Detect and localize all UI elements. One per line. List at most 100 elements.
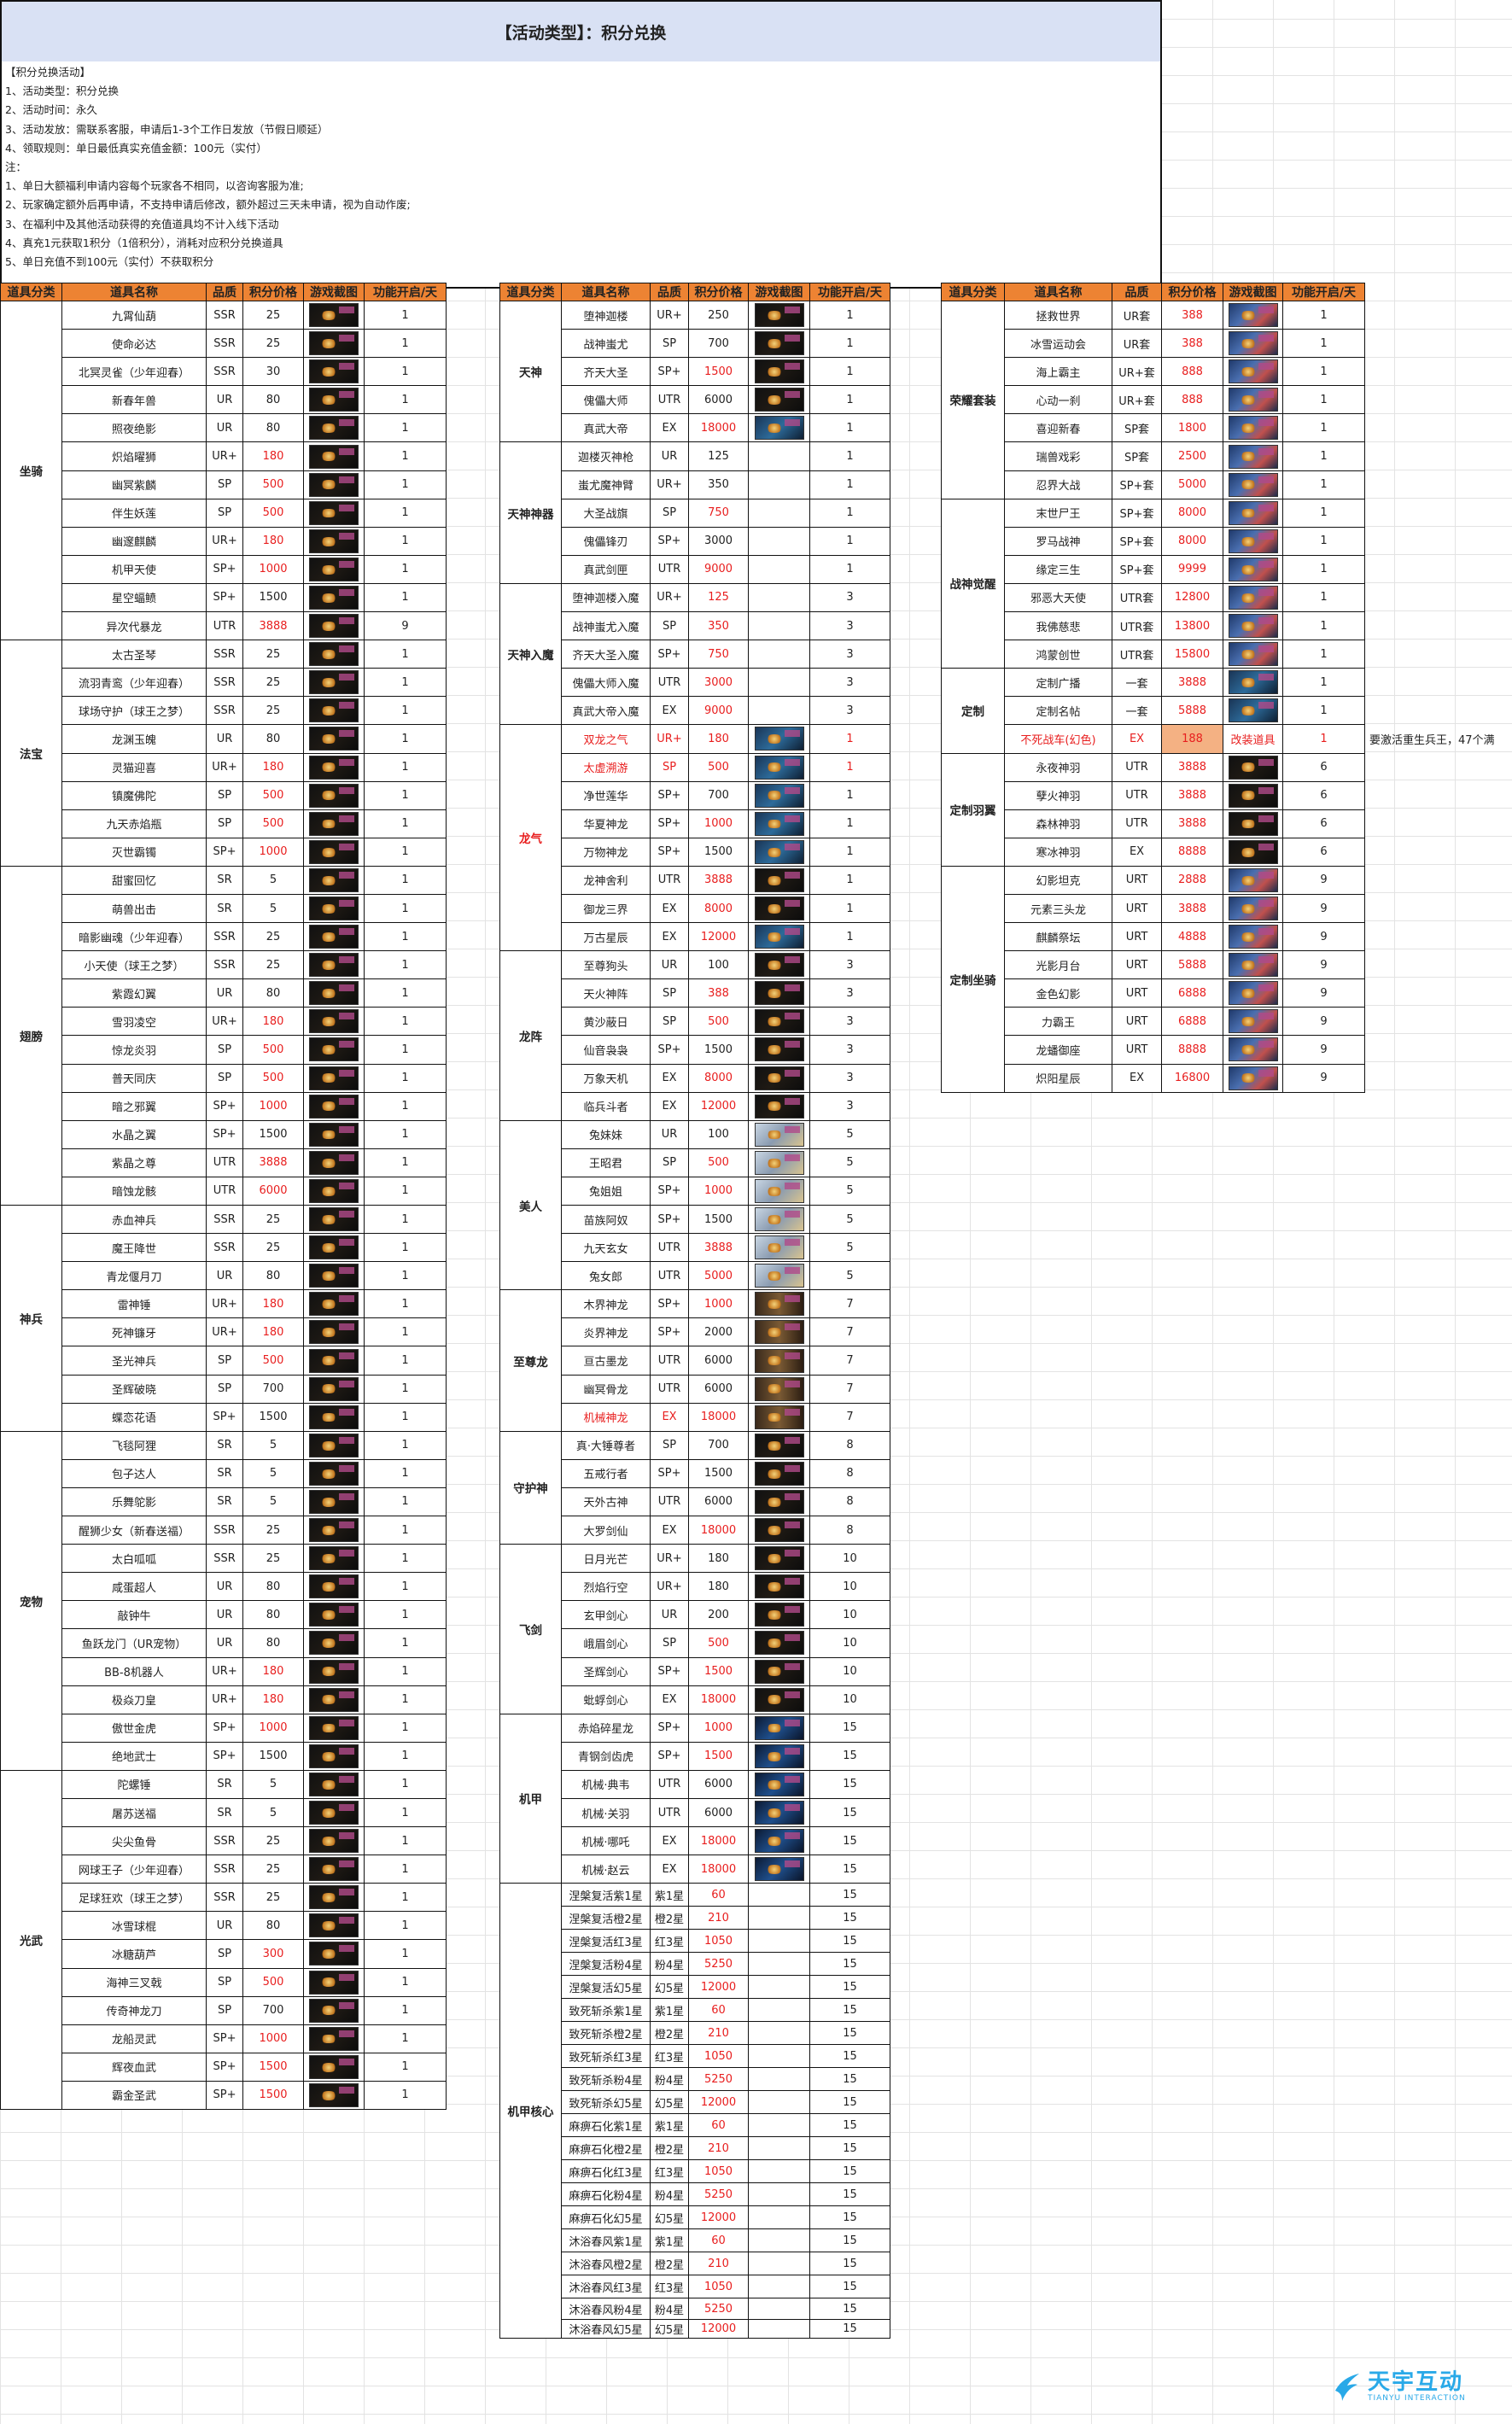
- item-unlock-days: 1: [364, 1261, 447, 1291]
- item-name: 忍界大战: [1004, 470, 1112, 499]
- screenshot-thumbnail: [1228, 670, 1278, 695]
- item-unlock-days: 1: [364, 1995, 447, 2025]
- item-screenshot: [303, 668, 365, 698]
- table-row: 龙神舍利 UTR 3888 1: [500, 865, 890, 895]
- table-row: 龙船灵武 SP+ 1000 1: [1, 2024, 447, 2053]
- item-quality: UR+: [206, 752, 243, 782]
- item-unlock-days: 1: [364, 1458, 447, 1488]
- item-name: 沐浴春风红3星: [561, 2275, 651, 2299]
- item-quality: SP套: [1112, 413, 1162, 443]
- column-header: 道具分类: [0, 283, 62, 301]
- item-unlock-days: 1: [364, 413, 447, 443]
- item-screenshot: [748, 1998, 810, 2023]
- item-quality: 幻5星: [650, 1975, 689, 2000]
- table-row: 战神蚩尤 SP 700 1: [500, 329, 890, 359]
- item-unlock-days: 15: [809, 1975, 890, 2000]
- screenshot-thumbnail: [754, 867, 804, 892]
- item-screenshot: [303, 1148, 365, 1177]
- item-unlock-days: 9: [1282, 1035, 1365, 1065]
- item-name: 乐舞鸵影: [61, 1487, 207, 1517]
- table-row: 力霸王 URT 6888 9: [942, 1007, 1365, 1037]
- item-screenshot: [748, 1628, 810, 1658]
- item-name: 蝶恋花语: [61, 1402, 207, 1432]
- item-unlock-days: 1: [809, 526, 890, 556]
- item-unlock-days: 1: [1282, 582, 1365, 613]
- screenshot-thumbnail: [1228, 472, 1278, 497]
- item-quality: UTR: [650, 1797, 689, 1828]
- table-row: 定制名帖 一套 5888 1: [942, 696, 1365, 726]
- screenshot-thumbnail: [309, 1292, 359, 1317]
- note-line: 【积分兑换活动】: [5, 66, 91, 79]
- item-screenshot: [303, 1628, 365, 1658]
- screenshot-thumbnail: [1228, 755, 1278, 780]
- item-screenshot: [303, 865, 365, 895]
- item-unlock-days: 9: [1282, 1063, 1365, 1093]
- item-quality: SP: [650, 1148, 689, 1177]
- item-price: 188: [1161, 724, 1223, 754]
- item-unlock-days: 1: [364, 1204, 447, 1235]
- item-price: 3888: [242, 611, 304, 641]
- item-name: 烈焰行空: [561, 1572, 651, 1602]
- item-unlock-days: 1: [364, 1289, 447, 1319]
- item-screenshot: [1223, 752, 1283, 782]
- item-price: 25: [242, 300, 304, 330]
- rules-notes: 【积分兑换活动】 1、活动类型：积分兑换 2、活动时间：永久 3、活动发放：需联系客服…: [0, 61, 1162, 289]
- item-price: 1000: [242, 837, 304, 867]
- item-screenshot: [748, 780, 810, 810]
- item-screenshot: [748, 1261, 810, 1291]
- table-row: 机械·哪吒 EX 18000 15: [500, 1826, 890, 1856]
- item-screenshot: [748, 950, 810, 980]
- item-quality: SP: [650, 1430, 689, 1460]
- item-unlock-days: 1: [364, 1855, 447, 1884]
- item-quality: SP+套: [1112, 498, 1162, 528]
- item-unlock-days: 1: [364, 1176, 447, 1206]
- table-row: 伴生妖莲 SP 500 1: [1, 498, 447, 528]
- item-unlock-days: 3: [809, 1063, 890, 1093]
- item-screenshot: [748, 2136, 810, 2161]
- item-screenshot: [303, 2024, 365, 2053]
- item-quality: SP+: [650, 1289, 689, 1319]
- screenshot-thumbnail: [754, 1405, 804, 1429]
- item-name: 双龙之气: [561, 724, 651, 754]
- category-cell: 法宝: [0, 640, 62, 867]
- item-name: 陀螺锤: [61, 1769, 207, 1799]
- item-unlock-days: 10: [809, 1600, 890, 1630]
- screenshot-thumbnail: [754, 1603, 804, 1627]
- item-name: 致死斩杀粉4星: [561, 2067, 651, 2092]
- item-quality: SP+: [206, 582, 243, 613]
- item-quality: UTR: [1112, 752, 1162, 782]
- item-quality: SP: [650, 1007, 689, 1037]
- item-screenshot: [748, 554, 810, 584]
- screenshot-thumbnail: [1228, 585, 1278, 610]
- table-row: 麻痹石化粉4星 粉4星 5250 15: [500, 2182, 890, 2207]
- table-row: 龙蟠御座 URT 8888 9: [942, 1035, 1365, 1065]
- item-name: 永夜神羽: [1004, 752, 1112, 782]
- item-screenshot: [1223, 865, 1283, 895]
- item-quality: UTR: [650, 865, 689, 895]
- screenshot-thumbnail: [309, 867, 359, 892]
- screenshot-thumbnail: [309, 1942, 359, 1966]
- item-unlock-days: 10: [809, 1572, 890, 1602]
- table-row: 沐浴春风紫1星 紫1星 60 15: [500, 2228, 890, 2253]
- table-row: 坐骑 九霄仙葫 SSR 25 1: [0, 300, 447, 641]
- item-unlock-days: 6: [1282, 780, 1365, 810]
- item-unlock-days: 1: [364, 441, 447, 471]
- item-quality: SP: [650, 1628, 689, 1658]
- item-price: 3888: [242, 1148, 304, 1177]
- item-price: 12000: [688, 2205, 749, 2230]
- item-price: 2888: [1161, 865, 1223, 895]
- table-row: 五戒行者 SP+ 1500 8: [500, 1458, 890, 1488]
- table-row: 不死战车(幻色) EX 188 改装道具 1: [942, 724, 1365, 754]
- item-screenshot: [1223, 329, 1283, 359]
- item-unlock-days: 1: [809, 837, 890, 867]
- item-quality: UTR: [1112, 780, 1162, 810]
- table-row: 炽阳星辰 EX 16800 9: [942, 1063, 1365, 1093]
- item-price: 5250: [688, 2298, 749, 2321]
- item-screenshot: [748, 1685, 810, 1714]
- screenshot-thumbnail: [754, 1546, 804, 1571]
- item-quality: SSR: [206, 1204, 243, 1235]
- item-screenshot: [748, 2113, 810, 2138]
- item-name: 机械·关羽: [561, 1797, 651, 1828]
- item-screenshot: [748, 329, 810, 359]
- column-header: 品质: [206, 283, 243, 301]
